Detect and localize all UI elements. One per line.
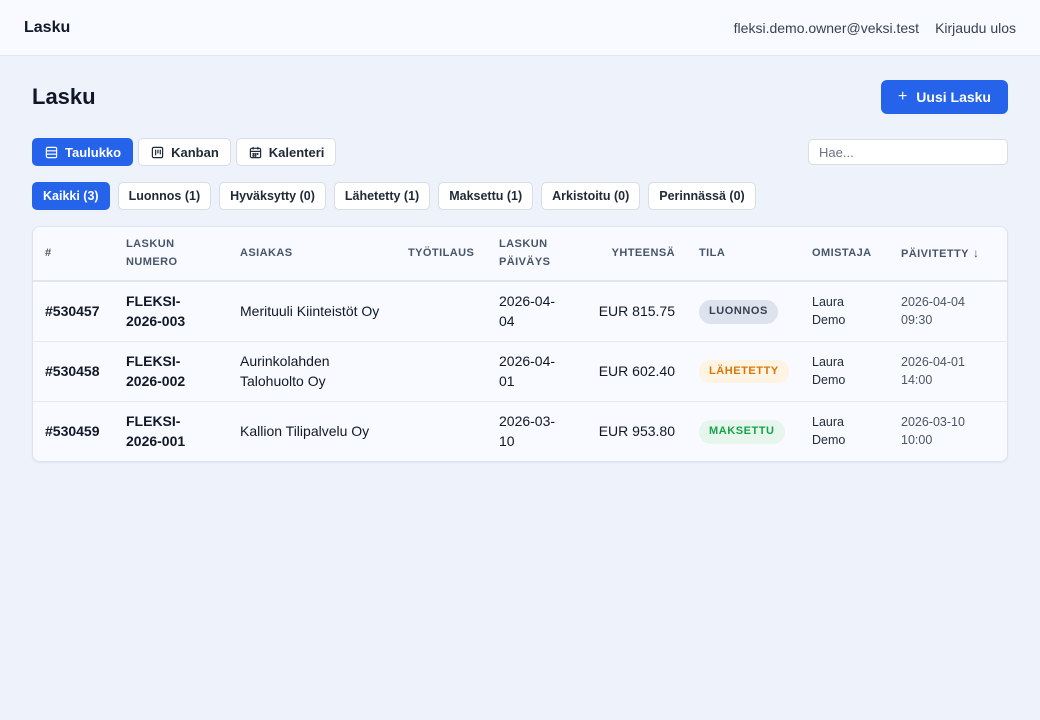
- filter-chip-sent[interactable]: Lähetetty (1): [333, 182, 431, 210]
- cell-customer: Kallion Tilipalvelu Oy: [240, 423, 370, 440]
- status-badge: LÄHETETTY: [699, 359, 789, 384]
- table-icon: [45, 146, 58, 158]
- view-tab-calendar[interactable]: Kalenteri: [235, 138, 337, 166]
- column-header-number-line1: LASKUN: [126, 238, 175, 251]
- table-row[interactable]: #530457 FLEKSI-2026-003 Merituuli Kiinte…: [33, 281, 1007, 342]
- cell-number: FLEKSI-2026-002: [114, 341, 228, 402]
- column-header-date-line2: PÄIVÄYS: [499, 255, 551, 268]
- status-badge: MAKSETTU: [699, 419, 785, 444]
- invoice-table-card: # LASKUN NUMERO ASIAKAS TYÖTILAUS LASKUN P…: [32, 226, 1008, 462]
- table-header-row: # LASKUN NUMERO ASIAKAS TYÖTILAUS LASKUN P…: [33, 227, 1007, 282]
- cell-date: 2026-03-10: [499, 412, 556, 450]
- cell-total: EUR 953.80: [598, 423, 675, 440]
- column-header-work-order[interactable]: TYÖTILAUS: [396, 227, 487, 282]
- column-header-date-line1: LASKUN: [499, 238, 548, 251]
- cell-work-order: [396, 401, 487, 461]
- view-tab-calendar-label: Kalenteri: [268, 144, 325, 160]
- cell-id: #530459: [45, 423, 100, 440]
- status-badge: LUONNOS: [699, 299, 778, 324]
- cell-number: FLEKSI-2026-003: [114, 281, 228, 342]
- cell-total: EUR 602.40: [582, 341, 687, 402]
- view-tab-table-label: Taulukko: [65, 144, 122, 160]
- view-tab-kanban-label: Kanban: [171, 144, 219, 160]
- user-email: fleksi.demo.owner@veksi.test: [733, 19, 920, 36]
- view-tab-kanban[interactable]: Kanban: [138, 138, 231, 166]
- page-title: Lasku: [32, 84, 96, 109]
- cell-id: #530457: [33, 281, 114, 342]
- invoice-table: # LASKUN NUMERO ASIAKAS TYÖTILAUS LASKUN P…: [33, 227, 1007, 461]
- calendar-icon: [249, 146, 261, 158]
- cell-owner: Laura Demo: [812, 415, 846, 448]
- view-tab-table[interactable]: Taulukko: [32, 138, 134, 166]
- view-toolbar: Taulukko Kanban: [32, 138, 1008, 166]
- cell-id: #530458: [33, 341, 114, 402]
- cell-status: LUONNOS: [687, 281, 800, 342]
- cell-owner: Laura Demo: [800, 341, 889, 402]
- cell-number: FLEKSI-2026-001: [126, 412, 186, 450]
- sort-desc-icon: ↓: [972, 245, 980, 260]
- top-bar: Lasku fleksi.demo.owner@veksi.test Kirja…: [0, 0, 1040, 56]
- cell-work-order: [396, 281, 487, 342]
- filter-chip-all[interactable]: Kaikki (3): [32, 182, 110, 210]
- page-header: Lasku + Uusi Lasku: [32, 80, 1008, 114]
- new-invoice-button[interactable]: + Uusi Lasku: [880, 80, 1008, 114]
- column-header-total-label: YHTEENSÄ: [611, 246, 675, 259]
- user-menu: fleksi.demo.owner@veksi.test Kirjaudu ul…: [734, 20, 1016, 36]
- new-invoice-label: Uusi Lasku: [916, 89, 991, 105]
- column-header-updated[interactable]: PÄIVITETTY ↓: [889, 227, 1007, 282]
- column-header-owner-label: OMISTAJA: [812, 246, 872, 259]
- table-row[interactable]: #530458 FLEKSI-2026-002 Aurinkolahden Ta…: [33, 341, 1007, 402]
- logout-link[interactable]: Kirjaudu ulos: [935, 19, 1016, 36]
- filter-chip-collection[interactable]: Perinnässä (0): [648, 182, 756, 210]
- cell-owner: Laura Demo: [800, 281, 889, 342]
- cell-date: 2026-04-04: [487, 281, 582, 342]
- cell-customer: Merituuli Kiinteistöt Oy: [228, 281, 396, 342]
- cell-date: 2026-04-01: [487, 341, 582, 402]
- column-header-number[interactable]: LASKUN NUMERO: [114, 227, 228, 282]
- filter-chip-approved[interactable]: Hyväksytty (0): [219, 182, 326, 210]
- filter-chip-draft[interactable]: Luonnos (1): [117, 182, 212, 210]
- cell-updated: 2026-03-10 10:00: [901, 415, 965, 448]
- cell-customer: Aurinkolahden Talohuolto Oy: [228, 341, 396, 402]
- cell-status: LÄHETETTY: [687, 341, 800, 402]
- column-header-date[interactable]: LASKUN PÄIVÄYS: [487, 227, 582, 282]
- column-header-status[interactable]: TILA: [687, 227, 800, 282]
- column-header-updated-label: PÄIVITETTY: [901, 247, 969, 260]
- column-header-customer[interactable]: ASIAKAS: [228, 227, 396, 282]
- cell-status: MAKSETTU: [687, 401, 800, 461]
- column-header-owner[interactable]: OMISTAJA: [800, 227, 889, 282]
- column-header-id-label: #: [45, 246, 52, 259]
- status-filters: Kaikki (3) Luonnos (1) Hyväksytty (0) Lä…: [32, 182, 1008, 210]
- view-switcher: Taulukko Kanban: [32, 138, 337, 166]
- column-header-work-order-label: TYÖTILAUS: [408, 246, 475, 259]
- cell-updated: 2026-04-01 14:00: [889, 341, 1007, 402]
- search-input[interactable]: [808, 139, 1008, 165]
- plus-icon: +: [897, 88, 908, 105]
- column-header-total[interactable]: YHTEENSÄ: [582, 227, 687, 282]
- cell-total: EUR 815.75: [582, 281, 687, 342]
- filter-chip-paid[interactable]: Maksettu (1): [438, 182, 534, 210]
- column-header-id[interactable]: #: [33, 227, 114, 282]
- column-header-number-line2: NUMERO: [126, 255, 178, 268]
- cell-work-order: [396, 341, 487, 402]
- table-row[interactable]: #530459 FLEKSI-2026-001 Kallion Tilipalv…: [33, 401, 1007, 461]
- app-brand[interactable]: Lasku: [24, 18, 71, 36]
- filter-chip-archived[interactable]: Arkistoitu (0): [541, 182, 641, 210]
- cell-updated: 2026-04-04 09:30: [889, 281, 1007, 342]
- column-header-status-label: TILA: [699, 246, 726, 259]
- column-header-customer-label: ASIAKAS: [240, 246, 293, 259]
- kanban-icon: [151, 146, 164, 158]
- main-content: Lasku + Uusi Lasku Taulukko: [0, 56, 1040, 486]
